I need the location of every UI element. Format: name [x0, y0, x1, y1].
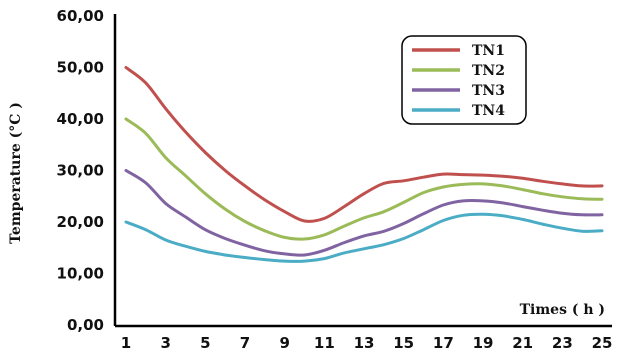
x-tick-label: 7	[240, 334, 250, 352]
x-tick-label: 23	[552, 334, 573, 352]
y-tick-label: 20,00	[57, 213, 104, 231]
x-tick-labels: 1 3 5 7 9 11 13 15 17 19 21 23 25	[121, 334, 613, 352]
series-line-tn2	[124, 117, 604, 241]
x-tick-label: 9	[279, 334, 289, 352]
y-axis-label: Temperature (°C )	[8, 102, 24, 244]
x-tick-label: 15	[393, 334, 414, 352]
x-axis-label: Times ( h )	[520, 302, 605, 318]
x-tick-label: 17	[433, 334, 454, 352]
y-tick-labels: 0,00 10,00 20,00 30,00 40,00 50,00 60,00	[57, 7, 104, 334]
y-tick-label: 10,00	[57, 265, 104, 283]
x-tick-label: 11	[314, 334, 335, 352]
y-tick-label: 30,00	[57, 162, 104, 180]
x-tick-label: 19	[473, 334, 494, 352]
series-line-tn3	[124, 169, 604, 257]
legend: TN1 TN2 TN3 TN4	[401, 35, 527, 125]
legend-label-tn3: TN3	[472, 83, 505, 99]
x-tick-label: 13	[354, 334, 375, 352]
x-tick-label: 25	[592, 334, 613, 352]
legend-label-tn1: TN1	[472, 43, 505, 59]
x-tick-label: 21	[512, 334, 533, 352]
series-line-tn1	[124, 66, 604, 223]
y-tick-label: 50,00	[57, 59, 104, 77]
legend-box	[401, 35, 527, 125]
x-tick-label: 1	[121, 334, 131, 352]
x-tick-label: 3	[160, 334, 170, 352]
x-tick-label: 5	[200, 334, 210, 352]
series-group	[124, 66, 604, 263]
y-tick-label: 40,00	[57, 110, 104, 128]
legend-label-tn2: TN2	[472, 63, 505, 79]
axes	[113, 14, 612, 328]
y-tick-label: 0,00	[67, 316, 104, 334]
y-tick-label: 60,00	[57, 7, 104, 25]
legend-label-tn4: TN4	[472, 103, 505, 119]
series-line-tn4	[124, 212, 604, 263]
